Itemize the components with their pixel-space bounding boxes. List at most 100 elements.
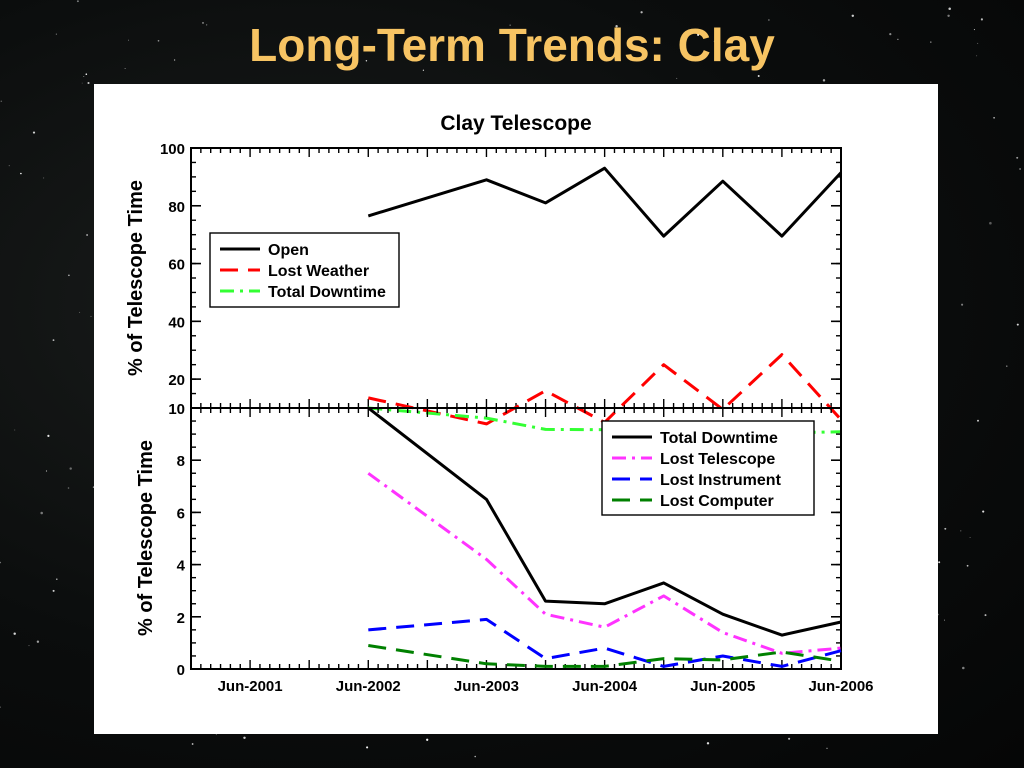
bottom-series-lost-instrument — [368, 617, 842, 668]
star — [676, 77, 678, 79]
star — [56, 578, 58, 580]
star — [81, 82, 83, 84]
bottom-y-tick-label: 6 — [177, 505, 185, 522]
star — [960, 530, 962, 532]
top-plot: Clay Telescope % of Telescope Time 10 20 4… — [125, 112, 843, 435]
star — [980, 18, 983, 21]
bottom-series-lost-telescope — [367, 472, 842, 655]
star — [826, 747, 828, 749]
star — [889, 33, 892, 36]
slide-title: Long-Term Trends: Clay — [249, 19, 775, 71]
star — [509, 24, 511, 26]
star — [28, 645, 30, 647]
star — [1006, 365, 1008, 367]
star — [0, 100, 3, 102]
star — [69, 467, 72, 470]
star — [851, 14, 855, 18]
star — [366, 746, 369, 749]
star — [191, 743, 194, 745]
top-y-tick-label: 40 — [168, 314, 185, 331]
bottom-legend-label-total-downtime: Total Downtime — [660, 430, 778, 447]
star — [966, 564, 969, 567]
star — [40, 511, 43, 515]
top-y-tick-label: 10 — [168, 401, 185, 418]
star — [1016, 156, 1019, 159]
bottom-y-tick-label: 0 — [177, 662, 185, 679]
x-tick-label: Jun-2005 — [690, 678, 755, 695]
star — [45, 470, 48, 472]
star — [85, 73, 88, 75]
star — [87, 81, 90, 85]
star — [215, 734, 217, 736]
bottom-legend: Total Downtime Lost Telescope Lost Instrum… — [601, 420, 815, 516]
star — [32, 131, 36, 134]
top-y-tick-label: 100 — [160, 141, 185, 158]
star — [947, 14, 950, 18]
top-legend-label-open: Open — [268, 242, 309, 259]
chart-panel: Clay Telescope % of Telescope Time 10 20 4… — [94, 84, 938, 734]
star — [36, 640, 40, 643]
star — [973, 29, 975, 31]
star — [757, 75, 760, 77]
star — [52, 339, 55, 342]
bottom-y-tick-label: 8 — [177, 453, 185, 470]
star — [47, 434, 50, 437]
star — [92, 486, 95, 488]
star — [43, 177, 45, 179]
star — [173, 59, 176, 61]
bottom-legend-label-lost-instrument: Lost Instrument — [660, 472, 782, 489]
star — [989, 221, 992, 225]
star — [365, 60, 368, 62]
star — [157, 39, 160, 42]
star — [1016, 323, 1019, 326]
star — [615, 25, 618, 28]
star — [822, 79, 826, 82]
star — [961, 303, 964, 306]
star — [76, 0, 79, 3]
star — [474, 755, 477, 758]
star — [8, 165, 10, 167]
star — [68, 274, 70, 277]
star — [52, 589, 55, 592]
top-legend-box — [209, 232, 400, 308]
star — [86, 234, 89, 236]
star — [788, 737, 791, 740]
top-y-tick-label: 20 — [168, 372, 185, 389]
star — [897, 38, 899, 41]
x-tick-label: Jun-2002 — [336, 678, 401, 695]
star — [977, 42, 979, 44]
top-series-lost-weather — [367, 353, 843, 426]
bottom-plot: % of Telescope Time 0 2 4 6 8 Jun-2001 Jun-200… — [135, 406, 874, 695]
star — [124, 68, 126, 69]
bottom-y-axis-label: % of Telescope Time — [135, 440, 157, 636]
star — [83, 76, 85, 78]
star — [20, 172, 22, 175]
star — [640, 11, 643, 14]
star — [14, 429, 16, 431]
x-tick-label: Jun-2006 — [808, 678, 873, 695]
star — [243, 736, 246, 740]
star — [127, 39, 129, 41]
bottom-series-total-downtime — [367, 406, 842, 637]
star — [79, 311, 81, 313]
top-legend-label-total-downtime: Total Downtime — [268, 284, 386, 301]
star — [977, 419, 979, 422]
star — [90, 315, 92, 317]
x-tick-label: Jun-2004 — [572, 678, 638, 695]
star — [969, 536, 971, 539]
top-series-open — [367, 166, 843, 238]
star — [984, 614, 987, 617]
star — [993, 116, 995, 119]
x-tick-label: Jun-2001 — [218, 678, 283, 695]
star — [944, 527, 947, 530]
bottom-legend-label-lost-telescope: Lost Telescope — [660, 451, 775, 468]
star — [0, 561, 2, 564]
star — [943, 619, 946, 621]
star — [697, 33, 700, 36]
star — [976, 55, 978, 57]
x-tick-label: Jun-2003 — [454, 678, 519, 695]
star — [422, 69, 425, 71]
chart-title: Clay Telescope — [440, 112, 591, 135]
star — [0, 706, 1, 708]
clay-telescope-chart: Clay Telescope % of Telescope Time 10 20 4… — [125, 112, 874, 695]
